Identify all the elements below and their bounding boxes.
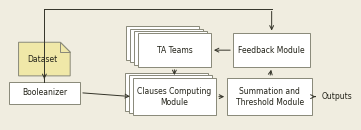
Bar	[227, 78, 312, 115]
Bar	[126, 26, 199, 60]
Text: Clauses Computing
Module: Clauses Computing Module	[137, 87, 212, 107]
Text: Summation and
Threshold Module: Summation and Threshold Module	[236, 87, 304, 107]
Bar	[134, 31, 207, 65]
Text: Feedback Module: Feedback Module	[238, 46, 305, 55]
Bar	[233, 33, 310, 67]
Bar	[9, 82, 80, 104]
Bar	[133, 78, 216, 115]
Bar	[129, 76, 212, 113]
Bar	[138, 33, 211, 67]
Polygon shape	[18, 42, 70, 76]
Text: Booleanizer: Booleanizer	[22, 88, 67, 97]
Bar	[125, 73, 208, 111]
Text: TA Teams: TA Teams	[157, 46, 192, 55]
Text: Outputs: Outputs	[321, 92, 352, 101]
Polygon shape	[60, 42, 70, 52]
Bar	[130, 29, 203, 62]
Text: Dataset: Dataset	[27, 55, 57, 64]
